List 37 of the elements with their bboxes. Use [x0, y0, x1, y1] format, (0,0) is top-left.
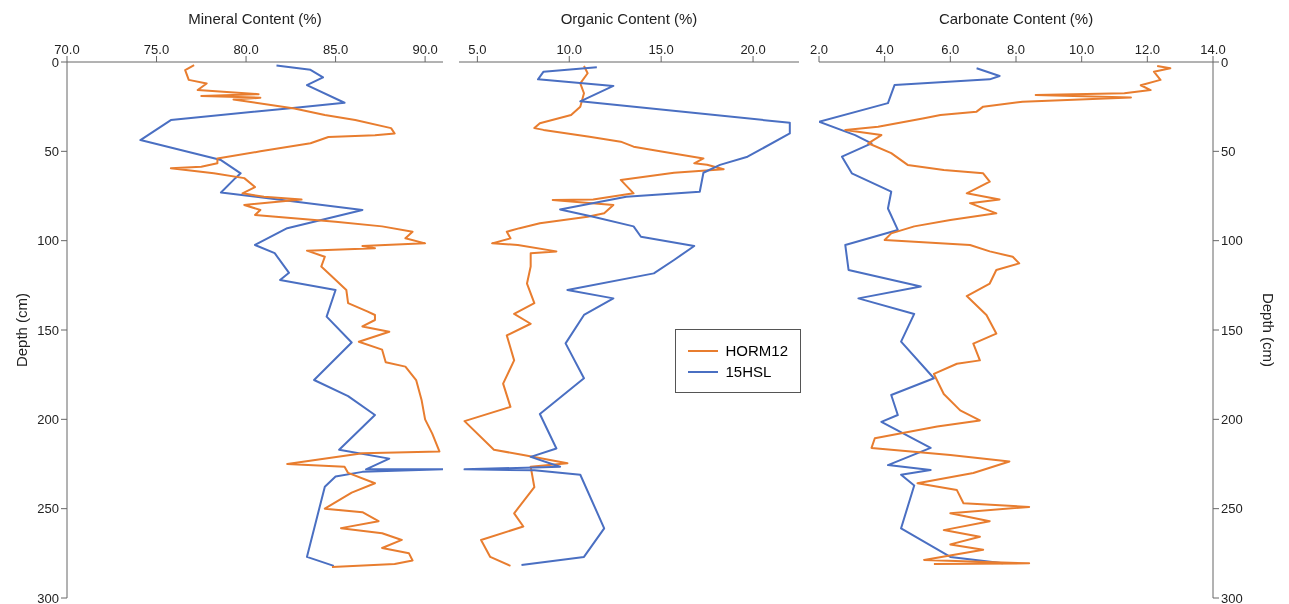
x-tick-label: 6.0 — [941, 42, 960, 57]
y-axis-title: Depth (cm) — [13, 292, 31, 368]
x-tick-label: 85.0 — [322, 42, 349, 57]
x-tick-label: 80.0 — [233, 42, 259, 57]
y-tick-label: 150 — [37, 322, 59, 338]
x-tick-label: 20.0 — [740, 42, 766, 57]
y-tick-label: 150 — [1221, 322, 1243, 338]
x-tick-label: 10.0 — [1069, 42, 1095, 57]
y-tick-label: 300 — [37, 590, 59, 604]
legend-label: 15HSL — [725, 363, 772, 381]
x-tick-label: 14.0 — [1200, 42, 1226, 57]
y-tick-label: 250 — [1221, 501, 1243, 517]
y-tick-label: 250 — [37, 501, 59, 517]
x-tick-label: 70.0 — [54, 42, 80, 57]
y-tick-label: 200 — [1221, 411, 1243, 427]
x-tick-label: 10.0 — [556, 42, 582, 57]
x-tick-label: 75.0 — [143, 42, 170, 57]
x-axis-title: Mineral Content (%) — [187, 10, 323, 27]
y-axis-title: Depth (cm) — [1259, 292, 1277, 368]
x-axis-title: Carbonate Content (%) — [937, 10, 1095, 27]
y-tick-label: 100 — [37, 233, 59, 249]
x-tick-label: 2.0 — [809, 42, 829, 57]
y-tick-label: 200 — [37, 411, 59, 427]
x-tick-label: 8.0 — [1006, 42, 1026, 57]
y-tick-label: 100 — [1221, 233, 1243, 249]
x-axis-title: Organic Content (%) — [559, 10, 699, 27]
y-tick-label: 0 — [51, 54, 59, 70]
x-tick-label: 5.0 — [468, 42, 487, 57]
x-tick-label: 12.0 — [1134, 42, 1160, 57]
y-tick-label: 50 — [44, 143, 59, 159]
legend-label: HORM12 — [725, 342, 789, 360]
y-tick-label: 50 — [1221, 143, 1236, 159]
y-tick-label: 300 — [1221, 590, 1243, 604]
x-tick-label: 90.0 — [412, 42, 438, 57]
y-tick-label: 0 — [1221, 54, 1229, 70]
x-tick-label: 15.0 — [648, 42, 674, 57]
x-tick-label: 4.0 — [875, 42, 894, 57]
